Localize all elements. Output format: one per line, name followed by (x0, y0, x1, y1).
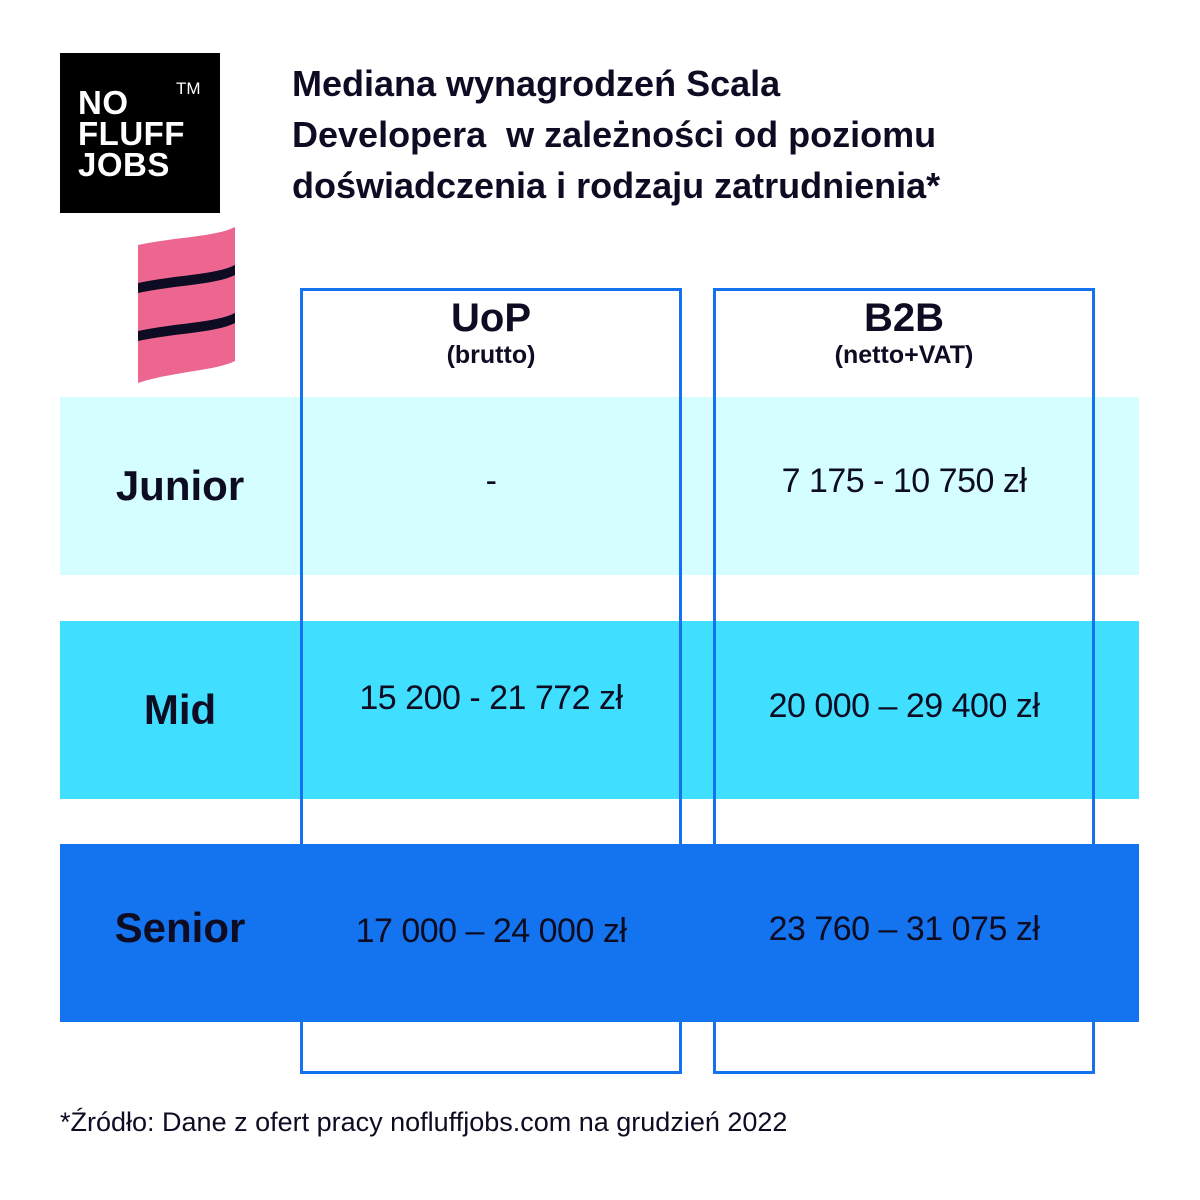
cell-junior-b2b: 7 175 - 10 750 zł (781, 462, 1027, 500)
column-frame-uop (300, 288, 682, 1074)
column-label: UoP (451, 296, 531, 340)
nofluffjobs-logo: NO FLUFF JOBS TM (60, 53, 220, 213)
title-line-3: doświadczenia i rodzaju zatrudnienia* (292, 165, 941, 206)
level-label-senior: Senior (114, 904, 246, 951)
row-band-mid (60, 621, 1139, 799)
cell-senior-uop: 17 000 – 24 000 zł (355, 912, 627, 950)
column-label: B2B (863, 296, 945, 340)
column-header-b2b: B2B (netto+VAT) (713, 296, 1095, 370)
cell-junior-uop: - (485, 462, 497, 500)
title-line-2: Developera w zależności od poziomu (292, 114, 937, 155)
cell-senior-b2b: 23 760 – 31 075 zł (768, 910, 1040, 948)
page-title: Mediana wynagrodzeń Scala Developera w z… (292, 58, 1172, 211)
row-band-senior (60, 844, 1139, 1022)
source-footnote: *Źródło: Dane z ofert pracy nofluffjobs.… (60, 1107, 788, 1137)
logo-line-2: FLUFF (78, 115, 185, 152)
column-sublabel: (netto+VAT) (834, 341, 974, 369)
cell-mid-uop: 15 200 - 21 772 zł (359, 679, 623, 717)
logo-wordmark: NO FLUFF JOBS (78, 84, 185, 183)
scala-logo-icon (138, 227, 235, 383)
row-band-junior (60, 397, 1139, 575)
logo-line-1: NO (78, 84, 129, 121)
column-sublabel: (brutto) (446, 341, 536, 369)
column-frame-b2b (713, 288, 1095, 1074)
trademark-mark: TM (176, 79, 201, 98)
logo-line-3: JOBS (78, 146, 170, 183)
level-label-junior: Junior (115, 462, 245, 509)
level-label-mid: Mid (143, 686, 217, 733)
title-line-1: Mediana wynagrodzeń Scala (292, 63, 781, 104)
column-header-uop: UoP (brutto) (300, 296, 682, 370)
cell-mid-b2b: 20 000 – 29 400 zł (768, 687, 1040, 725)
